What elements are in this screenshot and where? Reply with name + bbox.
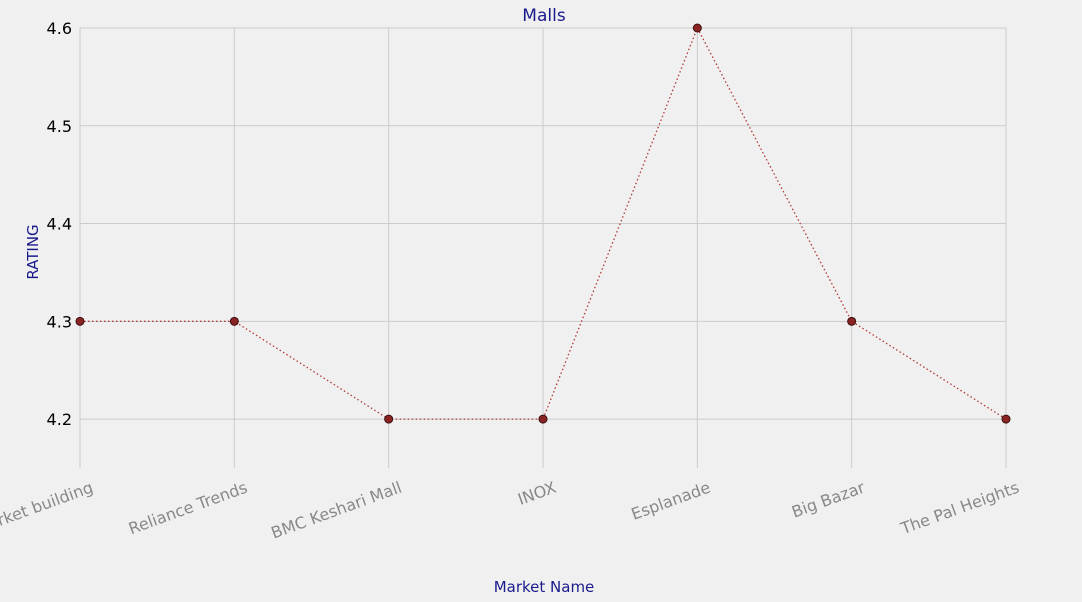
series-layer [75,23,1011,424]
data-point [1001,414,1011,424]
data-point [229,316,239,326]
data-point [384,414,394,424]
x-tick-label: Market building [0,478,96,538]
data-point [538,414,548,424]
data-point [692,23,702,33]
data-point [847,316,857,326]
x-tick-label: INOX [515,478,558,509]
grid [79,27,1007,468]
y-tick-label: 4.5 [47,117,72,136]
x-tick-label: Reliance Trends [126,478,250,539]
y-tick-label: 4.6 [47,19,72,38]
x-tick-label: The Pal Heights [897,478,1021,539]
y-axis-ticks: 4.2 4.3 4.4 4.5 4.6 [47,19,72,429]
data-point [75,316,85,326]
y-tick-label: 4.2 [47,410,72,429]
x-axis-label: Market Name [494,578,595,596]
y-axis-label: RATING [24,224,42,279]
y-tick-label: 4.3 [47,312,72,331]
x-tick-label: BMC Keshari Mall [269,478,405,543]
x-axis-ticks: Market building Reliance Trends BMC Keshar… [0,477,1022,542]
x-tick-label: Esplanade [629,478,713,524]
x-tick-label: Big Bazar [789,477,868,521]
y-tick-label: 4.4 [47,215,72,234]
chart-title: Malls [522,6,566,26]
